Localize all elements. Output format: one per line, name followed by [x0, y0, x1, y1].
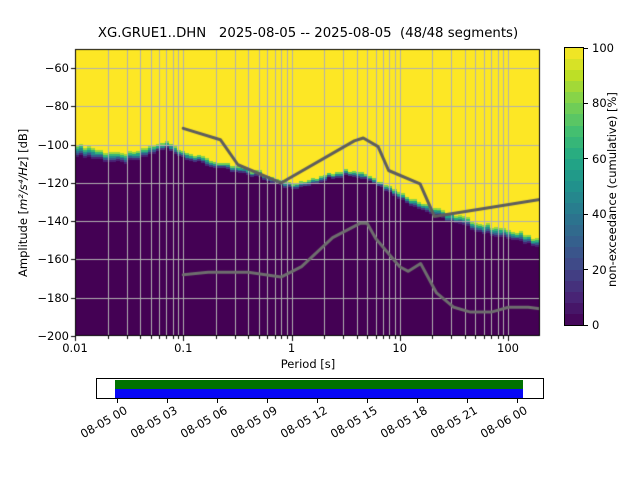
colorbar-tick-mark: [584, 269, 588, 271]
colorbar-band: [565, 180, 583, 193]
colorbar-band: [565, 147, 583, 159]
colorbar-band: [565, 192, 583, 204]
colorbar-band: [565, 114, 583, 126]
x-tick-label: 10: [392, 341, 408, 355]
colorbar-band: [565, 203, 583, 215]
colorbar-band: [565, 269, 583, 281]
colorbar-tick-mark: [584, 47, 588, 49]
y-tick-label: −80: [44, 99, 69, 114]
timeline-tick-mark: [467, 399, 468, 403]
colorbar-band: [565, 92, 583, 104]
timeline-tick-mark: [517, 399, 518, 403]
colorbar: [564, 47, 584, 326]
x-tick-label: 1: [287, 341, 296, 355]
colorbar-band: [565, 169, 583, 181]
timeline-tick-mark: [167, 399, 168, 403]
colorbar-band: [565, 291, 583, 303]
timeline-tick-mark: [267, 399, 268, 403]
y-tick-label: −160: [37, 252, 69, 267]
colorbar-band: [565, 158, 583, 170]
colorbar-band: [565, 81, 583, 93]
colorbar-band: [565, 236, 583, 248]
y-tick-label: −140: [37, 214, 69, 229]
colorbar-tick-label: 80: [592, 96, 607, 111]
timeline-box: [96, 378, 544, 399]
y-tick-label: −180: [37, 290, 69, 305]
colorbar-tick-mark: [584, 158, 588, 160]
colorbar-tick-label: 60: [592, 151, 607, 166]
colorbar-band: [565, 280, 583, 292]
x-tick-label: 0.1: [174, 341, 193, 355]
timeline-tick-mark: [317, 399, 318, 403]
colorbar-band: [565, 136, 583, 148]
y-tick-label: −100: [37, 137, 69, 152]
colorbar-label: non-exceedance (cumulative) [%]: [605, 92, 619, 287]
colorbar-tick-label: 40: [592, 207, 607, 222]
colorbar-band: [565, 48, 583, 60]
colorbar-band: [565, 302, 583, 314]
colorbar-tick-label: 20: [592, 262, 607, 277]
colorbar-band: [565, 214, 583, 226]
colorbar-band: [565, 258, 583, 270]
colorbar-tick-mark: [584, 213, 588, 215]
y-tick-label: −60: [44, 61, 69, 76]
chart-title: XG.GRUE1..DHN 2025-08-05 -- 2025-08-05 (…: [97, 26, 519, 41]
x-tick-label: 0.01: [62, 341, 88, 355]
colorbar-band: [565, 313, 583, 325]
y-tick-label: −200: [37, 329, 69, 343]
timeline-extent-bar: [115, 389, 523, 398]
colorbar-tick-label: 0: [592, 318, 600, 332]
timeline-tick-mark: [367, 399, 368, 403]
colorbar-band: [565, 59, 583, 71]
timeline-tick-mark: [417, 399, 418, 403]
timeline-coverage-bar: [115, 380, 523, 389]
colorbar-tick-mark: [584, 102, 588, 104]
colorbar-tick-label: 100: [592, 41, 614, 55]
colorbar-band: [565, 247, 583, 259]
x-tick-label: 100: [497, 341, 519, 355]
colorbar-band: [565, 70, 583, 82]
x-axis-label: Period [s]: [280, 357, 336, 371]
timeline-tick-mark: [217, 399, 218, 403]
colorbar-band: [565, 125, 583, 137]
timeline-tick-mark: [117, 399, 118, 403]
colorbar-band: [565, 103, 583, 115]
colorbar-tick-mark: [584, 324, 588, 326]
y-tick-label: −120: [37, 175, 69, 190]
colorbar-band: [565, 225, 583, 237]
